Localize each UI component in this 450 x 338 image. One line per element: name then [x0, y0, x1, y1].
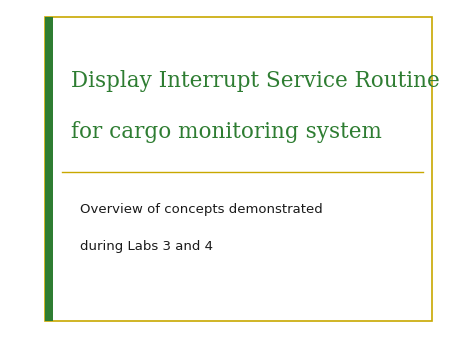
Bar [45, 17, 53, 321]
Text: Overview of concepts demonstrated: Overview of concepts demonstrated [80, 203, 323, 216]
Text: for cargo monitoring system: for cargo monitoring system [71, 121, 382, 143]
Bar [45, 17, 432, 321]
Text: during Labs 3 and 4: during Labs 3 and 4 [80, 240, 213, 253]
Text: Display Interrupt Service Routine: Display Interrupt Service Routine [71, 70, 440, 92]
